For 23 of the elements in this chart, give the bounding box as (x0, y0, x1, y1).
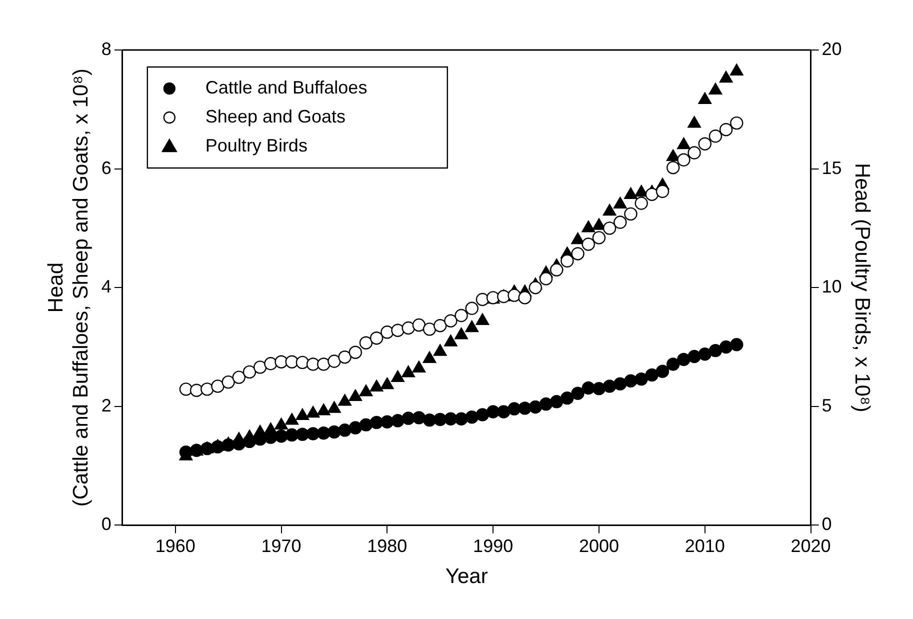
y-tick-label: 2 (101, 395, 112, 416)
y2-axis-title: Head (Poultry Birds, x 10⁸) (850, 162, 874, 412)
y-axis-title: Head (Cattle and Buffaloes, Sheep and Goats, x 10⁸) (44, 68, 93, 507)
x-tick-label: 2000 (578, 536, 619, 556)
x-axis-title: Year (445, 565, 488, 588)
x-tick-label: 2010 (684, 536, 725, 556)
y2-tick-label: 15 (822, 158, 842, 178)
legend-label: Cattle and Buffaloes (205, 77, 368, 98)
y2-tick-label: 0 (822, 514, 832, 534)
legend-label: Poultry Birds (205, 135, 308, 156)
y2-tick-label: 20 (822, 38, 842, 59)
y-tick-label: 8 (101, 38, 112, 59)
y-tick-label: 4 (101, 276, 112, 297)
y-tick-label: 6 (101, 158, 112, 178)
y-tick-label: 0 (101, 514, 112, 534)
x-tick-label: 1980 (367, 536, 408, 556)
y2-tick-label: 5 (822, 395, 832, 416)
x-tick-label: 1990 (473, 536, 514, 556)
y2-tick-label: 10 (822, 276, 842, 297)
legend-label: Sheep and Goats (205, 106, 346, 126)
x-tick-label: 1970 (261, 536, 302, 556)
x-tick-label: 2020 (790, 536, 831, 556)
x-tick-label: 1960 (155, 536, 196, 556)
